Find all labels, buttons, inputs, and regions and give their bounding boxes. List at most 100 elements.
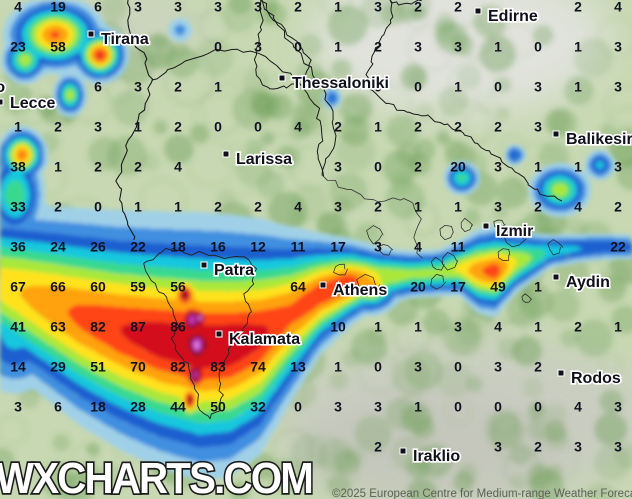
- svg-text:1: 1: [494, 39, 502, 55]
- svg-text:0: 0: [494, 399, 502, 415]
- svg-text:29: 29: [50, 359, 66, 375]
- svg-text:51: 51: [90, 359, 106, 375]
- svg-text:2: 2: [254, 199, 262, 215]
- svg-text:WXCHARTS.COM: WXCHARTS.COM: [0, 454, 312, 499]
- svg-text:58: 58: [50, 39, 66, 55]
- svg-text:3: 3: [334, 399, 342, 415]
- svg-text:to: to: [0, 79, 5, 96]
- svg-text:3: 3: [494, 199, 502, 215]
- svg-text:2: 2: [454, 0, 462, 15]
- svg-text:82: 82: [90, 319, 106, 335]
- svg-text:3: 3: [574, 439, 582, 455]
- svg-text:2: 2: [334, 119, 342, 135]
- svg-text:Tirana: Tirana: [101, 31, 149, 48]
- svg-text:Balikesir: Balikesir: [566, 131, 632, 148]
- svg-text:3: 3: [374, 0, 382, 15]
- svg-text:4: 4: [574, 199, 582, 215]
- svg-text:1: 1: [414, 399, 422, 415]
- svg-text:1: 1: [134, 119, 142, 135]
- svg-text:0: 0: [214, 39, 222, 55]
- svg-text:Larissa: Larissa: [236, 151, 292, 168]
- svg-text:3: 3: [134, 79, 142, 95]
- svg-text:2: 2: [614, 199, 622, 215]
- svg-text:59: 59: [130, 279, 146, 295]
- svg-text:2: 2: [534, 199, 542, 215]
- svg-text:3: 3: [454, 39, 462, 55]
- svg-text:0: 0: [494, 79, 502, 95]
- svg-text:2: 2: [54, 119, 62, 135]
- svg-text:2: 2: [174, 119, 182, 135]
- svg-text:26: 26: [90, 239, 106, 255]
- svg-text:0: 0: [534, 39, 542, 55]
- svg-text:56: 56: [170, 279, 186, 295]
- svg-text:3: 3: [614, 399, 622, 415]
- svg-text:Izmir: Izmir: [496, 223, 533, 240]
- svg-text:1: 1: [334, 359, 342, 375]
- svg-text:1: 1: [374, 319, 382, 335]
- svg-text:74: 74: [250, 359, 266, 375]
- svg-text:1: 1: [214, 79, 222, 95]
- svg-text:0: 0: [94, 199, 102, 215]
- svg-text:3: 3: [334, 199, 342, 215]
- svg-text:1: 1: [574, 79, 582, 95]
- svg-text:1: 1: [534, 319, 542, 335]
- svg-text:1: 1: [414, 199, 422, 215]
- svg-text:2: 2: [414, 159, 422, 175]
- svg-text:2: 2: [454, 119, 462, 135]
- svg-text:50: 50: [210, 399, 226, 415]
- svg-text:2: 2: [54, 199, 62, 215]
- svg-text:3: 3: [494, 159, 502, 175]
- svg-text:1: 1: [174, 199, 182, 215]
- svg-text:2: 2: [414, 119, 422, 135]
- svg-text:1: 1: [454, 79, 462, 95]
- svg-text:0: 0: [254, 119, 262, 135]
- svg-text:3: 3: [14, 399, 22, 415]
- svg-text:24: 24: [50, 239, 66, 255]
- svg-text:18: 18: [170, 239, 186, 255]
- svg-text:3: 3: [534, 79, 542, 95]
- svg-text:66: 66: [50, 279, 66, 295]
- svg-text:2: 2: [294, 0, 302, 15]
- svg-text:2: 2: [494, 119, 502, 135]
- svg-text:6: 6: [54, 399, 62, 415]
- svg-text:3: 3: [374, 399, 382, 415]
- svg-text:Thessaloniki: Thessaloniki: [292, 75, 389, 92]
- svg-text:86: 86: [170, 319, 186, 335]
- svg-text:1: 1: [134, 199, 142, 215]
- svg-text:38: 38: [10, 159, 26, 175]
- svg-text:83: 83: [210, 359, 226, 375]
- svg-text:14: 14: [10, 359, 26, 375]
- svg-text:20: 20: [450, 159, 466, 175]
- svg-text:2: 2: [214, 199, 222, 215]
- svg-text:0: 0: [414, 79, 422, 95]
- svg-text:12: 12: [250, 239, 266, 255]
- svg-text:3: 3: [494, 359, 502, 375]
- svg-text:Iraklio: Iraklio: [413, 448, 460, 465]
- svg-text:2: 2: [534, 439, 542, 455]
- svg-text:1: 1: [54, 159, 62, 175]
- svg-text:32: 32: [250, 399, 266, 415]
- svg-text:16: 16: [210, 239, 226, 255]
- svg-text:10: 10: [330, 319, 346, 335]
- svg-text:2: 2: [374, 199, 382, 215]
- svg-text:60: 60: [90, 279, 106, 295]
- svg-text:Rodos: Rodos: [571, 370, 621, 387]
- svg-text:0: 0: [214, 119, 222, 135]
- svg-text:70: 70: [130, 359, 146, 375]
- svg-text:64: 64: [290, 279, 306, 295]
- svg-text:Athens: Athens: [333, 282, 387, 299]
- svg-text:41: 41: [10, 319, 26, 335]
- svg-text:1: 1: [374, 119, 382, 135]
- svg-text:0: 0: [454, 399, 462, 415]
- svg-text:1: 1: [614, 319, 622, 335]
- svg-text:3: 3: [254, 39, 262, 55]
- svg-text:3: 3: [414, 39, 422, 55]
- svg-text:3: 3: [614, 159, 622, 175]
- svg-text:22: 22: [610, 239, 626, 255]
- svg-text:2: 2: [574, 0, 582, 15]
- svg-text:2: 2: [374, 39, 382, 55]
- svg-text:2: 2: [374, 439, 382, 455]
- svg-text:3: 3: [334, 159, 342, 175]
- svg-text:36: 36: [10, 239, 26, 255]
- svg-text:63: 63: [50, 319, 66, 335]
